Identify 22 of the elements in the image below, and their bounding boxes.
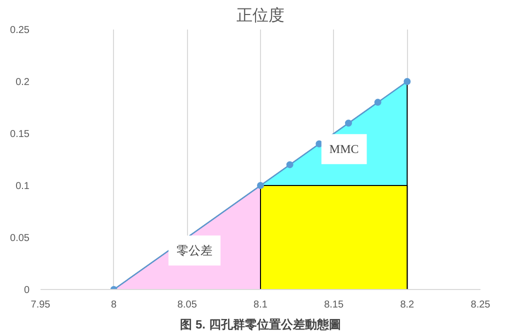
x-tick-label: 7.95 bbox=[30, 300, 51, 310]
point bbox=[404, 78, 411, 85]
y-tick-label: 0.15 bbox=[10, 129, 30, 140]
chart-title: 正位度 bbox=[236, 6, 284, 24]
annotation: 零公差 bbox=[176, 244, 212, 258]
point bbox=[374, 98, 382, 106]
point bbox=[257, 182, 264, 189]
caption: 图 5. 四孔群零位置公差動態圖 bbox=[180, 318, 341, 332]
x-tick-label: 8.15 bbox=[324, 300, 344, 310]
y-tick-label: 0.1 bbox=[16, 181, 30, 192]
y-tick-label: 0 bbox=[24, 285, 30, 296]
annotation: MMC bbox=[329, 142, 359, 156]
y-tick-label: 0.2 bbox=[16, 77, 30, 88]
x-tick-label: 8 bbox=[111, 300, 118, 310]
point bbox=[345, 120, 352, 127]
x-tick-label: 8.05 bbox=[177, 300, 198, 310]
x-tick-label: 8.25 bbox=[470, 300, 491, 310]
x-tick-label: 8.2 bbox=[400, 300, 415, 310]
x-tick-label: 8.1 bbox=[254, 300, 268, 310]
y-tick-label: 0.05 bbox=[10, 233, 30, 244]
point bbox=[286, 161, 294, 168]
y-tick-label: 0.25 bbox=[10, 25, 30, 36]
